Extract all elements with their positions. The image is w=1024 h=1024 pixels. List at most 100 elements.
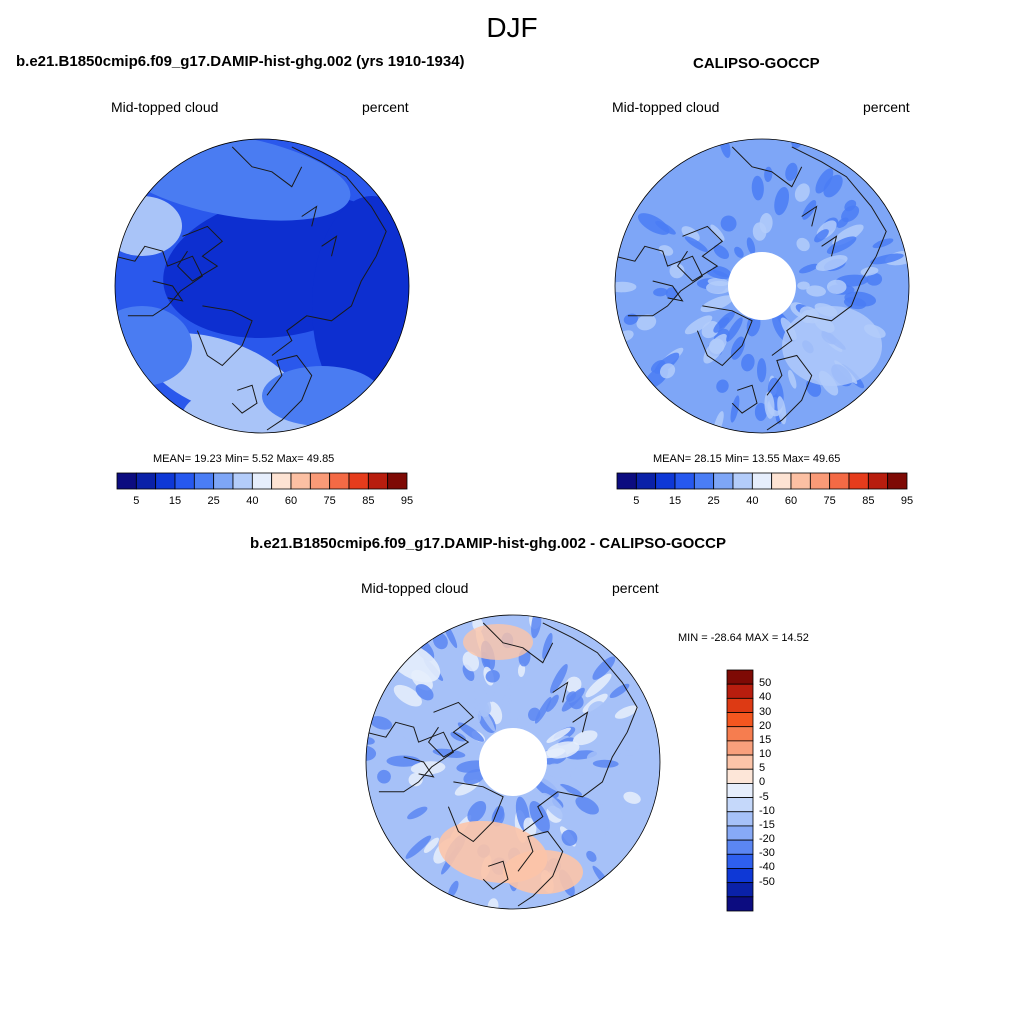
colorbar-swatch — [726, 712, 754, 728]
colorbar-swatch — [135, 472, 157, 490]
colorbar-swatch — [726, 740, 754, 756]
colorbar-swatch — [829, 472, 850, 490]
panel-diff-title: b.e21.B1850cmip6.f09_g17.DAMIP-hist-ghg.… — [250, 535, 726, 552]
colorbar-tick-label: 40 — [246, 495, 259, 507]
colorbar-tick-label: 85 — [862, 495, 875, 507]
colorbar-tick-label: 20 — [759, 719, 772, 732]
panel-diff-units: percent — [612, 580, 659, 596]
colorbar-tick-label: -50 — [759, 875, 775, 888]
colorbar-swatch — [848, 472, 869, 490]
figure-title: DJF — [486, 12, 538, 43]
panel-obs-title: CALIPSO-GOCCP — [693, 55, 820, 72]
colorbar-tick-label: 60 — [284, 495, 298, 507]
colorbar-swatch — [367, 472, 389, 490]
panel-model-stats: MEAN= 19.23 Min= 5.52 Max= 49.85 — [153, 453, 335, 465]
map-border — [365, 614, 661, 910]
map-border — [614, 138, 910, 434]
colorbar-swatch — [726, 726, 754, 742]
colorbar-swatch — [809, 472, 831, 490]
colorbar-swatch — [732, 472, 753, 490]
colorbar-swatch — [726, 853, 754, 869]
colorbar-swatch — [867, 472, 889, 490]
map-model-polar — [114, 138, 410, 434]
colorbar-swatch — [887, 472, 908, 490]
panel-diff-variable: Mid-topped cloud — [361, 580, 469, 596]
colorbar-swatch — [726, 697, 754, 713]
colorbar-tick-label: 75 — [323, 495, 336, 507]
colorbar-swatch — [329, 472, 350, 490]
colorbar-swatch — [790, 472, 811, 490]
panel-model-title: b.e21.B1850cmip6.f09_g17.DAMIP-hist-ghg.… — [16, 53, 465, 70]
colorbar-tick-label: -5 — [759, 790, 769, 803]
colorbar-swatch — [213, 472, 234, 490]
colorbar-swatch — [174, 472, 195, 490]
colorbar-tick-label: 5 — [133, 495, 140, 507]
map-obs-polar — [614, 138, 910, 434]
colorbar-tick-label: -10 — [759, 804, 775, 817]
colorbar-swatch — [655, 472, 676, 490]
colorbar-swatch — [116, 472, 137, 490]
colorbar-swatch — [713, 472, 734, 490]
colorbar-tick-label: 25 — [707, 495, 720, 507]
panel-diff-stats: MIN = -28.64 MAX = 14.52 — [678, 632, 809, 644]
colorbar-swatch — [726, 882, 754, 898]
colorbar-tick-label: 25 — [207, 495, 220, 507]
colorbar-swatch — [616, 472, 637, 490]
coastline — [115, 146, 387, 431]
colorbar-tick-label: 40 — [746, 495, 759, 507]
colorbar-tick-label: 50 — [759, 677, 772, 690]
colorbar-tick-label: 0 — [759, 776, 766, 789]
colorbar-swatch — [726, 868, 754, 884]
colorbar-tick-label: -40 — [759, 861, 775, 874]
colorbar-swatch — [726, 839, 754, 855]
colorbar-tick-label: 95 — [400, 495, 414, 507]
colorbar-tick-label: 95 — [900, 495, 914, 507]
panel-obs-variable: Mid-topped cloud — [612, 99, 720, 115]
coastline — [615, 146, 887, 431]
colorbar-swatch — [726, 754, 754, 770]
colorbar-swatch — [726, 811, 754, 827]
colorbar-swatch — [193, 472, 215, 490]
colorbar-swatch — [309, 472, 331, 490]
colorbar-swatch — [726, 669, 754, 685]
colorbar-tick-label: -20 — [759, 833, 775, 846]
polar-data-gap — [728, 252, 796, 320]
colorbar-tick-label: 15 — [759, 733, 772, 746]
colorbar-obs — [616, 472, 908, 490]
colorbar-swatch — [635, 472, 657, 490]
colorbar-swatch — [348, 472, 369, 490]
colorbar-model — [116, 472, 408, 490]
map-diff-polar — [365, 614, 661, 910]
colorbar-swatch — [290, 472, 311, 490]
colorbar-tick-label: -15 — [759, 818, 775, 831]
colorbar-tick-label: 60 — [784, 495, 798, 507]
panel-obs-stats: MEAN= 28.15 Min= 13.55 Max= 49.65 — [653, 453, 841, 465]
colorbar-tick-label: 40 — [759, 691, 772, 704]
panel-model-units: percent — [362, 99, 409, 115]
colorbar-swatch — [271, 472, 292, 490]
colorbar-swatch — [387, 472, 408, 490]
panel-obs-units: percent — [863, 99, 910, 115]
colorbar-swatch — [155, 472, 176, 490]
colorbar-swatch — [726, 683, 754, 699]
colorbar-swatch — [771, 472, 792, 490]
colorbar-tick-label: 15 — [168, 495, 182, 507]
colorbar-swatch — [726, 896, 754, 912]
map-border — [114, 138, 410, 434]
coastline — [366, 622, 638, 907]
colorbar-swatch — [693, 472, 715, 490]
colorbar-swatch — [751, 472, 773, 490]
colorbar-tick-label: 15 — [668, 495, 682, 507]
colorbar-swatch — [232, 472, 253, 490]
colorbar-tick-label: -30 — [759, 847, 775, 860]
colorbar-tick-label: 10 — [759, 748, 772, 761]
polar-data-gap — [479, 728, 547, 796]
colorbar-tick-label: 85 — [362, 495, 375, 507]
colorbar-swatch — [251, 472, 273, 490]
colorbar-swatch — [726, 783, 754, 798]
colorbar-swatch — [726, 768, 754, 784]
colorbar-tick-label: 5 — [633, 495, 640, 507]
colorbar-tick-label: 5 — [759, 762, 766, 775]
colorbar-swatch — [674, 472, 695, 490]
colorbar-tick-label: 30 — [759, 705, 772, 718]
